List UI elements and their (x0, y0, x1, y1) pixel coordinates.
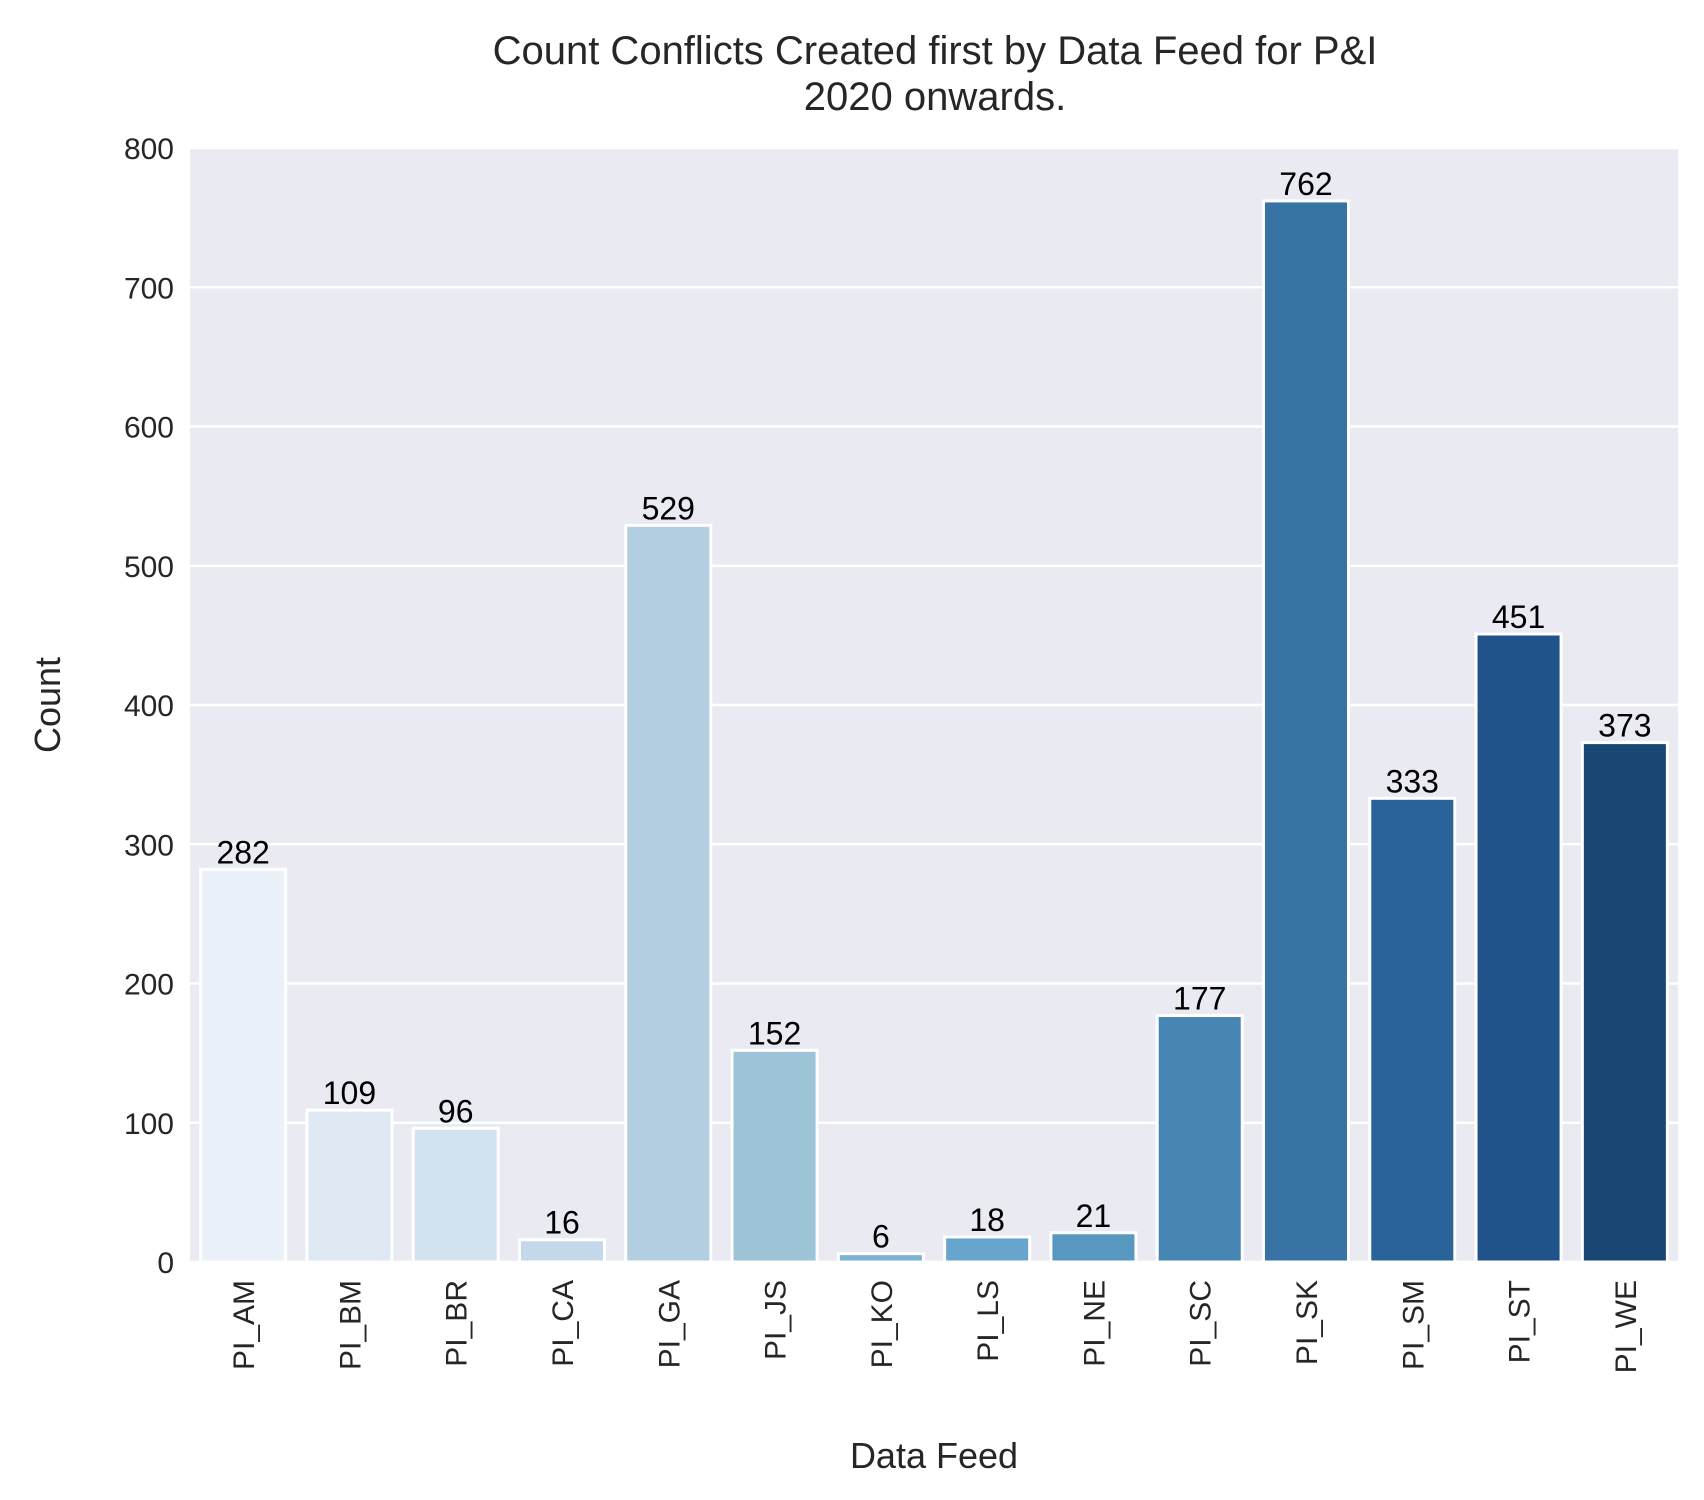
bar-value-label: 529 (642, 490, 695, 526)
x-tick-label: PI_CA (547, 1280, 580, 1367)
x-tick-label: PI_ST (1504, 1280, 1537, 1363)
y-tick-label: 600 (124, 412, 174, 445)
x-axis-ticks: PI_AM PI_BM PI_BR PI_CA PI_GA PI_JS PI_KO PI_LS… (228, 1280, 1643, 1373)
x-tick-label: PI_NE (1078, 1280, 1111, 1367)
y-tick-label: 200 (124, 969, 174, 1002)
bar (624, 523, 713, 1264)
x-tick-label: PI_BR (441, 1280, 474, 1367)
bar (943, 1235, 1032, 1264)
chart-title: Count Conflicts Created first by Data Fe… (493, 29, 1378, 73)
x-tick-label: PI_SK (1291, 1280, 1324, 1365)
x-tick-label: PI_JS (760, 1280, 793, 1360)
bar-value-label: 21 (1076, 1198, 1112, 1234)
bar-value-label: 6 (872, 1219, 890, 1255)
y-tick-label: 800 (124, 133, 174, 166)
bar (517, 1238, 607, 1264)
y-tick-label: 100 (124, 1108, 174, 1141)
bar (305, 1108, 394, 1264)
y-axis-label: Count (27, 657, 68, 753)
y-tick-label: 300 (124, 829, 174, 862)
bar (1049, 1231, 1138, 1264)
bar-value-label: 373 (1598, 708, 1651, 744)
x-tick-label: PI_SC (1185, 1280, 1218, 1367)
y-tick-label: 700 (124, 272, 174, 305)
bar (730, 1048, 819, 1264)
y-tick-label: 400 (124, 690, 174, 723)
bar-value-label: 762 (1279, 166, 1332, 202)
y-axis-ticks: 0 100 200 300 400 500 600 700 800 (124, 133, 174, 1280)
bar-value-label: 282 (216, 834, 269, 870)
bars (199, 199, 1669, 1264)
x-tick-label: PI_GA (653, 1280, 686, 1368)
x-tick-label: PI_AM (228, 1280, 261, 1370)
x-tick-label: PI_WE (1610, 1280, 1643, 1373)
bar (199, 867, 288, 1264)
bar-value-label: 109 (323, 1075, 376, 1111)
bar (1261, 199, 1351, 1264)
bar-value-label: 16 (544, 1205, 580, 1241)
y-tick-label: 0 (157, 1247, 174, 1280)
x-tick-label: PI_SM (1397, 1280, 1430, 1370)
bar (1155, 1014, 1244, 1264)
bar (1368, 796, 1457, 1264)
bar (1474, 632, 1563, 1264)
bar (1580, 741, 1669, 1264)
x-tick-label: PI_LS (972, 1280, 1005, 1362)
data-labels: 282 109 96 16 529 152 6 18 21 177 762 333 451 373 (216, 166, 1651, 1255)
bar-value-label: 152 (748, 1015, 801, 1051)
y-tick-label: 500 (124, 551, 174, 584)
bar (411, 1126, 500, 1264)
x-axis-label: Data Feed (850, 1435, 1018, 1476)
chart-subtitle: 2020 onwards. (804, 75, 1066, 119)
bar-value-label: 18 (969, 1202, 1005, 1238)
bar-value-label: 96 (438, 1093, 474, 1129)
bar (836, 1252, 925, 1264)
bar-value-label: 451 (1492, 599, 1545, 635)
bar-value-label: 177 (1173, 981, 1226, 1017)
x-tick-label: PI_KO (866, 1280, 899, 1368)
x-tick-label: PI_BM (334, 1280, 367, 1370)
bar-value-label: 333 (1386, 763, 1439, 799)
